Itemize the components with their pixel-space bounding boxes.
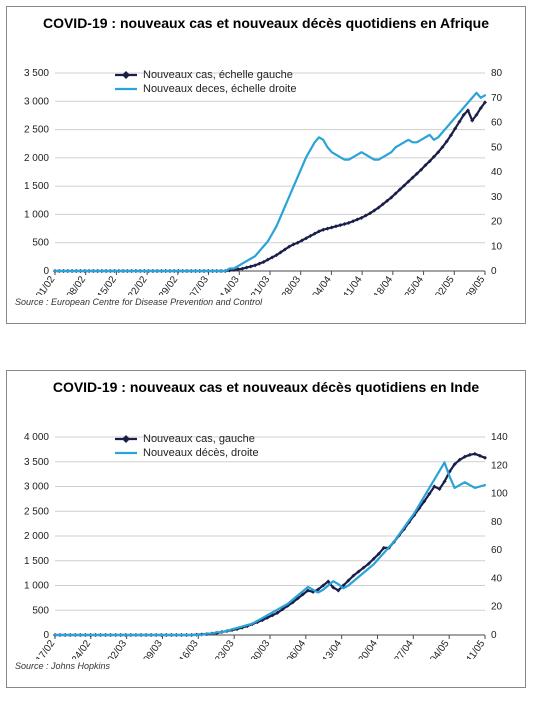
y-left-tick-label: 3 000 — [24, 96, 49, 107]
x-tick-label: 30/03 — [249, 638, 273, 659]
y-right-tick-label: 20 — [491, 217, 503, 228]
legend-item: Nouveaux cas, gauche — [115, 433, 259, 445]
x-tick-label: 09/05 — [464, 274, 488, 295]
series-markers-cases — [53, 100, 487, 273]
y-right-tick-label: 140 — [491, 432, 508, 443]
x-tick-label: 01/02 — [34, 274, 58, 295]
chart-title: COVID-19 : nouveaux cas et nouveaux décè… — [7, 371, 525, 399]
x-tick-label: 28/03 — [280, 274, 304, 295]
y-right-tick-label: 50 — [491, 142, 503, 153]
y-left-tick-label: 1 500 — [24, 181, 49, 192]
y-left-tick-label: 2 000 — [24, 531, 49, 542]
y-left-tick-label: 1 000 — [24, 209, 49, 220]
source-line: Source : European Centre for Disease Pre… — [7, 295, 525, 313]
y-left-tick-label: 4 000 — [24, 432, 49, 443]
x-tick-label: 20/04 — [357, 638, 381, 659]
x-tick-label: 11/05 — [465, 638, 488, 659]
series-line-deaths — [55, 93, 485, 271]
legend: Nouveaux cas, gauche Nouveaux décès, droi… — [115, 433, 259, 461]
x-tick-label: 04/04 — [311, 274, 335, 295]
y-right-tick-label: 60 — [491, 545, 503, 556]
x-tick-label: 07/03 — [188, 274, 212, 295]
x-tick-label: 11/04 — [342, 274, 365, 295]
y-left-tick-label: 3 500 — [24, 457, 49, 468]
legend-swatch — [115, 69, 137, 81]
y-right-tick-label: 60 — [491, 118, 503, 129]
legend-item: Nouveaux décès, droite — [115, 447, 259, 459]
x-tick-label: 23/03 — [213, 638, 237, 659]
source-line: Source : Johns Hopkins — [7, 659, 525, 677]
series-line-cases — [55, 454, 485, 635]
legend-swatch — [115, 447, 137, 459]
legend-label: Nouveaux cas, gauche — [143, 433, 255, 445]
x-tick-label: 04/05 — [428, 638, 452, 659]
x-tick-label: 02/03 — [106, 638, 130, 659]
x-tick-label: 06/04 — [285, 638, 309, 659]
legend-label: Nouveaux décès, droite — [143, 447, 259, 459]
x-tick-label: 21/03 — [249, 274, 273, 295]
y-right-tick-label: 80 — [491, 517, 503, 528]
series-line-deaths — [55, 462, 485, 635]
x-tick-label: 25/04 — [403, 274, 427, 295]
y-left-tick-label: 2 500 — [24, 125, 49, 136]
x-tick-label: 24/02 — [70, 638, 94, 659]
y-right-tick-label: 40 — [491, 167, 503, 178]
x-tick-label: 09/03 — [142, 638, 166, 659]
legend-swatch — [115, 83, 137, 95]
y-left-tick-label: 500 — [32, 238, 49, 249]
x-tick-label: 18/04 — [372, 274, 396, 295]
legend-item: Nouveaux cas, échelle gauche — [115, 69, 296, 81]
x-tick-label: 29/02 — [157, 274, 181, 295]
chart-svg: 0 500 1 000 1 500 2 000 2 500 3 000 3 500 4 000 0… — [7, 399, 527, 659]
legend-label: Nouveaux deces, échelle droite — [143, 83, 296, 95]
y-right-tick-label: 0 — [491, 266, 497, 277]
series-line-cases — [55, 102, 485, 271]
x-tick-label: 13/04 — [321, 638, 345, 659]
y-right-tick-label: 30 — [491, 192, 503, 203]
y-left-tick-label: 1 000 — [24, 581, 49, 592]
y-left-tick-label: 3 500 — [24, 68, 49, 79]
chart-panel-africa: COVID-19 : nouveaux cas et nouveaux décè… — [6, 6, 526, 324]
x-tick-label: 14/03 — [218, 274, 242, 295]
y-right-tick-label: 0 — [491, 630, 497, 641]
y-right-tick-label: 120 — [491, 460, 508, 471]
legend-label: Nouveaux cas, échelle gauche — [143, 69, 293, 81]
legend-swatch — [115, 433, 137, 445]
y-right-tick-label: 20 — [491, 602, 503, 613]
x-tick-label: 08/02 — [65, 274, 89, 295]
y-left-tick-label: 1 500 — [24, 556, 49, 567]
y-right-tick-label: 40 — [491, 573, 503, 584]
x-tick-label: 27/04 — [392, 638, 416, 659]
series-markers-cases — [53, 452, 487, 637]
y-right-tick-label: 70 — [491, 93, 503, 104]
x-tick-label: 22/02 — [126, 274, 150, 295]
y-left-tick-label: 2 500 — [24, 506, 49, 517]
x-tick-label: 15/02 — [96, 274, 120, 295]
legend-item: Nouveaux deces, échelle droite — [115, 83, 296, 95]
y-right-tick-label: 100 — [491, 489, 508, 500]
x-tick-label: 17/02 — [34, 638, 58, 659]
y-left-tick-label: 500 — [32, 605, 49, 616]
x-tick-label: 02/05 — [433, 274, 457, 295]
legend: Nouveaux cas, échelle gauche Nouveaux dec… — [115, 69, 296, 97]
y-right-tick-label: 10 — [491, 241, 503, 252]
y-right-tick-label: 80 — [491, 68, 503, 79]
y-left-tick-label: 2 000 — [24, 153, 49, 164]
y-left-tick-label: 3 000 — [24, 482, 49, 493]
x-tick-label: 16/03 — [177, 638, 201, 659]
chart-panel-india: COVID-19 : nouveaux cas et nouveaux décè… — [6, 370, 526, 688]
chart-title: COVID-19 : nouveaux cas et nouveaux décè… — [7, 7, 525, 35]
